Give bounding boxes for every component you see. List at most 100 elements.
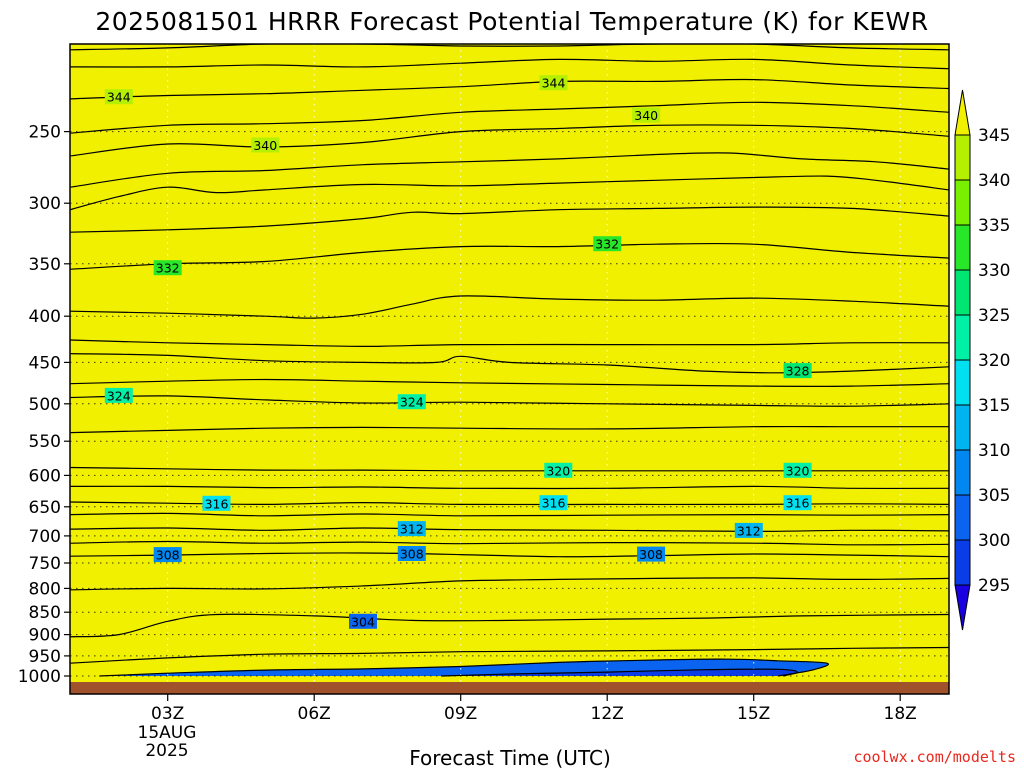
- contour-label-bg: [397, 546, 426, 561]
- contour-label-332: 332: [156, 261, 180, 276]
- color-fill-bands: [70, 44, 949, 682]
- contour-labels: 344 344 340 340 332 332 328 324 324 320 320 316 316 3…: [104, 75, 812, 629]
- contour-310: [70, 540, 949, 546]
- colorbar-segment-330-335: [954, 224, 971, 271]
- contour-label-312: 312: [737, 523, 761, 538]
- ground-strip: [70, 682, 949, 694]
- x-axis-title: Forecast Time (UTC): [409, 746, 611, 768]
- y-tick-label-250: 250: [29, 123, 61, 143]
- colorbar-label-320: 320: [978, 351, 1010, 371]
- contour-label-bg: [153, 260, 182, 276]
- credit-link[interactable]: coolwx.com/modelts: [853, 748, 1016, 766]
- x-tick-label-06Z: 06Z: [298, 704, 331, 724]
- contour-label-bg: [104, 387, 133, 403]
- contour-label-bg: [397, 521, 426, 537]
- contour-label-bg: [349, 613, 377, 629]
- y-tick-label-950: 950: [29, 647, 61, 667]
- contour-label-bg: [104, 89, 133, 105]
- x-tick-label-18Z: 18Z: [884, 704, 917, 724]
- y-tick-label-700: 700: [29, 527, 61, 547]
- y-tick-label-300: 300: [29, 194, 61, 214]
- contour-332: [70, 242, 949, 270]
- color-band-below-348: [70, 44, 949, 682]
- contour-label-bg: [539, 75, 568, 91]
- contour-label-308: 308: [400, 547, 424, 562]
- colorbar-segment-315-320: [954, 359, 971, 406]
- contour-label-bg: [783, 363, 812, 379]
- contour-label-bg: [783, 462, 812, 478]
- contour-label-bg: [539, 495, 568, 511]
- y-tick-label-400: 400: [29, 307, 61, 327]
- plot-area: 344 344 340 340 332 332 328 324 324 320 320 316 316 3…: [69, 43, 950, 695]
- contour-label-340: 340: [253, 138, 277, 153]
- contour-label-340: 340: [634, 108, 658, 123]
- contour-306: [70, 613, 949, 638]
- colorbar-label-340: 340: [978, 171, 1010, 191]
- contour-318: [70, 485, 949, 490]
- contour-336: [70, 175, 949, 211]
- colorbar-label-305: 305: [978, 486, 1010, 506]
- contour-label-308: 308: [639, 547, 663, 562]
- contour-label-bg: [544, 462, 573, 478]
- contour-label-324: 324: [107, 388, 131, 403]
- contour-label-328: 328: [786, 364, 810, 379]
- contour-label-344: 344: [542, 76, 566, 91]
- colorbar-segment-305-310: [954, 449, 971, 496]
- y-tick-label-600: 600: [29, 466, 61, 486]
- contour-label-bg: [637, 546, 666, 562]
- x-tick-label-12Z: 12Z: [591, 704, 624, 724]
- x-axis: 03Z 06Z 09Z 12Z 15Z 18Z: [151, 694, 917, 724]
- colorbar-label-345: 345: [978, 126, 1010, 146]
- contour-346: [70, 58, 949, 70]
- contour-label-316: 316: [205, 496, 229, 511]
- colorbar-label-300: 300: [978, 531, 1010, 551]
- y-tick-label-500: 500: [29, 395, 61, 415]
- contour-label-bg: [734, 522, 763, 538]
- contour-322: [70, 425, 949, 434]
- contour-312: [70, 527, 949, 533]
- colorbar-segment-325-330: [954, 269, 971, 316]
- colorbar-label-315: 315: [978, 396, 1010, 416]
- x-date-label-year: 2025: [145, 741, 188, 761]
- contour-344: [70, 78, 949, 100]
- contour-330.5: [70, 295, 949, 319]
- chart-title: 2025081501 HRRR Forecast Potential Tempe…: [95, 7, 928, 36]
- y-tick-label-550: 550: [29, 432, 61, 452]
- colorbar-extend-max: [954, 89, 971, 136]
- contour-340: [70, 124, 949, 157]
- contour-label-344: 344: [107, 90, 131, 105]
- colorbar-segment-300-305: [954, 494, 971, 541]
- contour-label-bg: [153, 547, 182, 563]
- contour-338: [70, 152, 949, 188]
- contour-label-bg: [593, 236, 622, 252]
- contour-308.5: [70, 552, 949, 558]
- contour-348: [70, 44, 949, 51]
- contour-label-320: 320: [546, 463, 570, 478]
- contour-label-bg: [251, 137, 280, 153]
- x-tick-label-03Z: 03Z: [151, 704, 184, 724]
- contour-324: [70, 395, 949, 407]
- y-tick-label-750: 750: [29, 554, 61, 574]
- y-tick-label-650: 650: [29, 498, 61, 518]
- contour-308: [70, 577, 949, 591]
- colorbar-extend-min: [954, 584, 971, 631]
- contour-label-332: 332: [595, 237, 619, 252]
- contour-label-320: 320: [786, 463, 810, 478]
- y-tick-label-900: 900: [29, 626, 61, 646]
- contour-334: [70, 206, 949, 233]
- y-axis: 250 300 350 400 450 500 550 600 650 700 750 800 850 9…: [18, 123, 70, 687]
- contour-342: [70, 101, 949, 134]
- y-tick-label-350: 350: [29, 255, 61, 275]
- colorbar-segment-335-340: [954, 179, 971, 226]
- contour-320: [70, 466, 949, 472]
- contour-label-304: 304: [351, 614, 375, 629]
- contour-label-bg: [783, 495, 812, 511]
- x-date-label-day: 15AUG: [138, 723, 197, 743]
- contour-label-bg: [632, 107, 661, 123]
- contour-label-316: 316: [542, 496, 566, 511]
- colorbar-label-330: 330: [978, 261, 1010, 281]
- y-tick-label-1000: 1000: [18, 667, 61, 687]
- colorbar: 295 300 305 310 315 320 325 330 335 340 345: [954, 89, 1010, 631]
- contour-label-308: 308: [156, 548, 180, 563]
- colorbar-label-295: 295: [978, 576, 1010, 596]
